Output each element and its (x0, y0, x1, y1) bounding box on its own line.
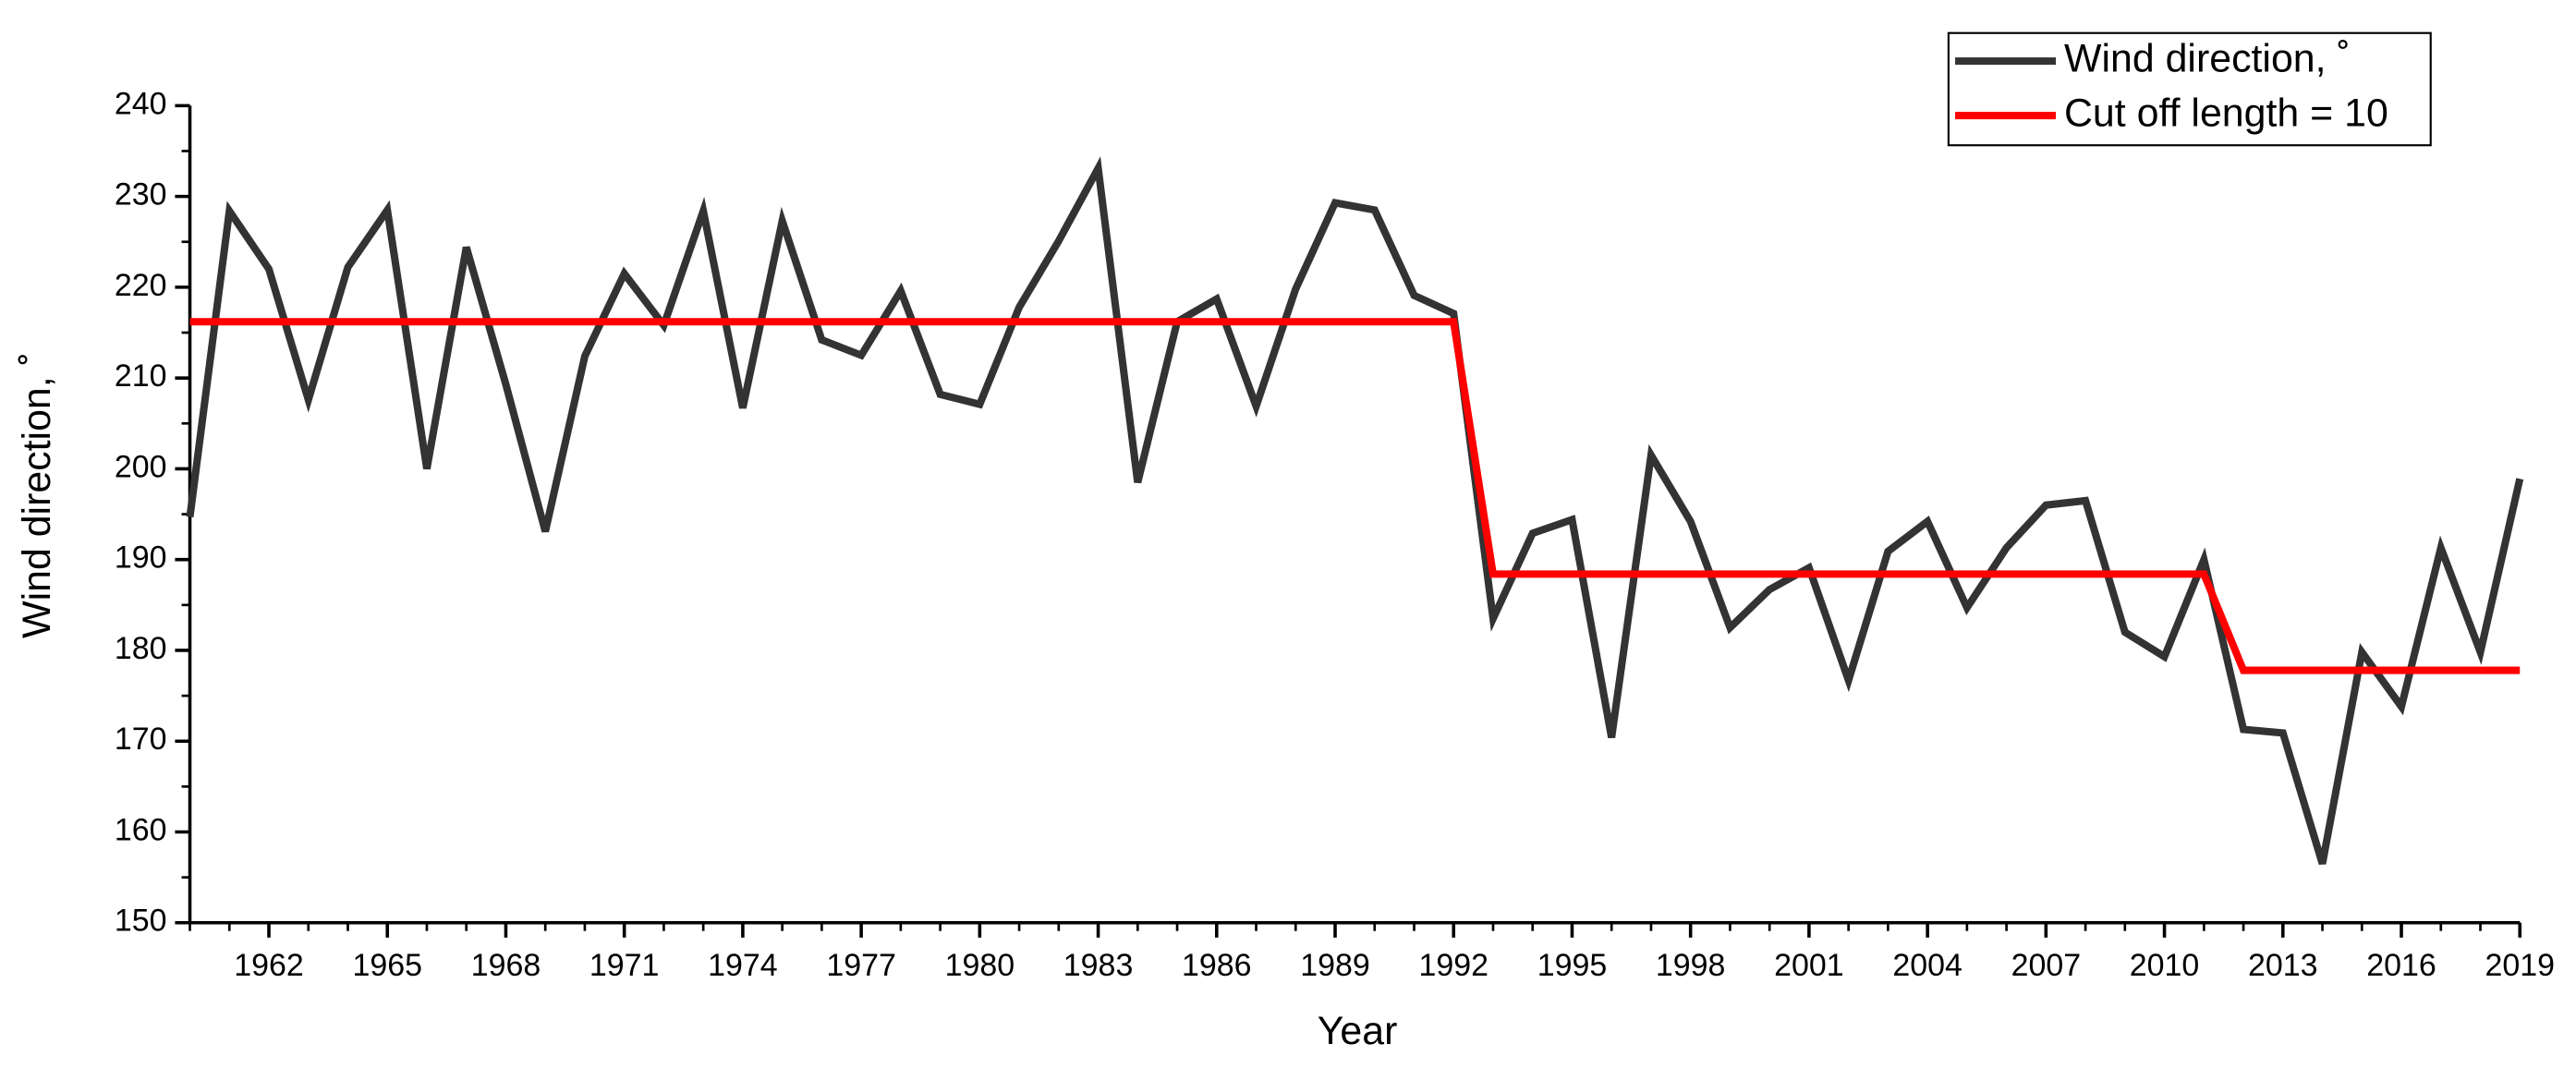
x-tick-label: 2004 (1892, 948, 1962, 983)
x-tick-label: 2001 (1774, 948, 1844, 983)
x-tick-label: 2007 (2011, 948, 2082, 983)
y-tick-label: 190 (115, 540, 167, 576)
x-tick-label: 1974 (708, 948, 778, 983)
x-tick-label: 1965 (352, 948, 422, 983)
x-tick-label: 1992 (1418, 948, 1488, 983)
y-tick-label: 170 (115, 722, 167, 757)
y-tick-label: 230 (115, 177, 167, 212)
legend-label: Wind direction, ˚ (2064, 36, 2351, 80)
x-tick-label: 1989 (1300, 948, 1370, 983)
x-tick-label: 1968 (471, 948, 541, 983)
y-tick-label: 220 (115, 268, 167, 303)
y-axis-label: Wind direction, ˚ (15, 352, 59, 638)
x-tick-label: 1980 (945, 948, 1015, 983)
x-tick-label: 1983 (1063, 948, 1134, 983)
x-tick-label: 1962 (234, 948, 304, 983)
x-axis-label: Year (1318, 1009, 1398, 1053)
y-tick-label: 180 (115, 631, 167, 666)
x-tick-label: 2016 (2366, 948, 2436, 983)
x-tick-label: 2013 (2248, 948, 2318, 983)
x-tick-label: 1998 (1656, 948, 1726, 983)
y-tick-label: 150 (115, 904, 167, 939)
x-tick-label: 2019 (2485, 948, 2555, 983)
x-tick-label: 1977 (826, 948, 896, 983)
y-tick-label: 200 (115, 449, 167, 484)
x-tick-label: 2010 (2130, 948, 2200, 983)
y-tick-label: 240 (115, 86, 167, 121)
x-tick-label: 1995 (1537, 948, 1608, 983)
legend-label: Cut off length = 10 (2064, 91, 2388, 135)
y-tick-label: 210 (115, 358, 167, 394)
legend-box (1947, 31, 2432, 147)
x-tick-label: 1971 (589, 948, 660, 983)
data-line (186, 156, 2524, 866)
x-tick-label: 1986 (1182, 948, 1252, 983)
y-tick-label: 160 (115, 812, 167, 847)
data-line (189, 318, 2521, 674)
